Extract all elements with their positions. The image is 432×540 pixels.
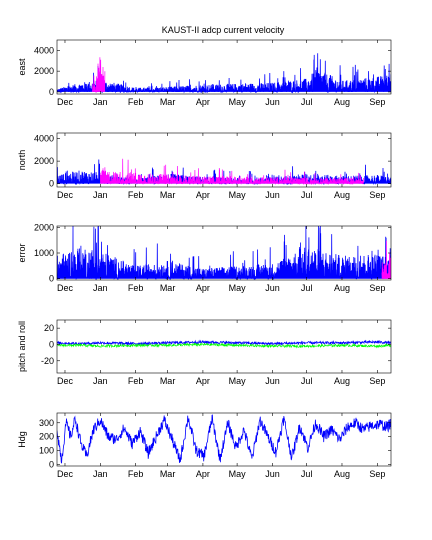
x-tick-label: Jun — [265, 97, 280, 107]
x-tick-label: Aug — [334, 283, 350, 293]
x-tick-label: Jan — [93, 376, 108, 386]
y-tick-label: -20 — [41, 356, 54, 366]
x-tick-label: Sep — [369, 376, 385, 386]
x-tick-label: Mar — [160, 283, 176, 293]
x-tick-label: Feb — [128, 97, 144, 107]
y-tick-label: 1000 — [34, 248, 54, 258]
series-line-1 — [99, 158, 364, 185]
y-axis-label: east — [17, 58, 27, 76]
series-line-0 — [57, 339, 391, 347]
x-tick-label: May — [229, 283, 247, 293]
x-tick-label: Jan — [93, 469, 108, 479]
y-tick-label: 100 — [39, 446, 54, 456]
y-tick-label: 200 — [39, 432, 54, 442]
y-tick-label: 4000 — [34, 134, 54, 144]
axes-frame — [56, 319, 392, 374]
axes-frame — [56, 412, 392, 467]
y-axis-label: pitch and roll — [17, 321, 27, 372]
y-axis-label: north — [17, 150, 27, 171]
panel-east: 0 2000 4000 Dec Jan Feb Mar Apr May Jun Jul Aug Sep e… — [17, 39, 392, 107]
x-tick-label: Mar — [160, 97, 176, 107]
x-tick-label: Dec — [57, 469, 74, 479]
x-tick-label: Feb — [128, 376, 144, 386]
x-tick-label: Jun — [265, 283, 280, 293]
y-tick-label: 0 — [49, 339, 54, 349]
y-tick-label: 2000 — [34, 222, 54, 232]
x-tick-label: Jun — [265, 376, 280, 386]
x-tick-label: Jul — [301, 376, 313, 386]
x-tick-label: Feb — [128, 190, 144, 200]
x-tick-label: Sep — [369, 469, 385, 479]
x-tick-label: Apr — [196, 97, 210, 107]
series-line-0 — [57, 414, 391, 464]
x-tick-label: Jan — [93, 283, 108, 293]
x-tick-label: Sep — [369, 97, 385, 107]
x-tick-label: Jul — [301, 283, 313, 293]
y-tick-label: 0 — [49, 460, 54, 470]
y-tick-label: 300 — [39, 418, 54, 428]
x-tick-label: Jan — [93, 97, 108, 107]
x-tick-label: Mar — [160, 376, 176, 386]
x-tick-label: Sep — [369, 283, 385, 293]
x-tick-label: Dec — [57, 376, 74, 386]
x-tick-label: Apr — [196, 469, 210, 479]
x-tick-label: May — [229, 97, 247, 107]
x-tick-label: Jul — [301, 190, 313, 200]
x-tick-label: Dec — [57, 97, 74, 107]
y-axis-label: Hdg — [17, 431, 27, 448]
x-tick-label: Jun — [265, 469, 280, 479]
x-tick-label: May — [229, 190, 247, 200]
panel-pitch-roll: -20 0 20 Dec Jan Feb Mar Apr May Jun Jul Aug Sep pitc… — [17, 319, 392, 386]
x-tick-label: Jun — [265, 190, 280, 200]
x-tick-label: Jul — [301, 97, 313, 107]
chart-title: KAUST-II adcp current velocity — [162, 25, 285, 35]
x-tick-label: Feb — [128, 283, 144, 293]
x-tick-label: Mar — [160, 190, 176, 200]
plot-area — [57, 53, 391, 94]
series-line-0 — [57, 53, 391, 94]
x-tick-label: Jul — [301, 469, 313, 479]
x-tick-label: Dec — [57, 283, 74, 293]
x-tick-label: Aug — [334, 376, 350, 386]
x-tick-label: Dec — [57, 190, 74, 200]
x-tick-label: Jan — [93, 190, 108, 200]
y-axis-label: error — [17, 243, 27, 262]
y-tick-label: 0 — [49, 274, 54, 284]
y-tick-label: 0 — [49, 179, 54, 189]
x-tick-label: Aug — [334, 190, 350, 200]
series-line-0 — [57, 226, 391, 280]
y-tick-label: 2000 — [34, 156, 54, 166]
y-tick-label: 4000 — [34, 45, 54, 55]
y-tick-label: 20 — [44, 323, 54, 333]
panel-heading: 0 100 200 300 Dec Jan Feb Mar Apr May Jun Jul Aug Sep… — [17, 412, 392, 479]
series-line-1 — [57, 342, 391, 349]
x-tick-label: Apr — [196, 283, 210, 293]
x-tick-label: Aug — [334, 469, 350, 479]
plot-area — [57, 414, 391, 464]
axes-frame — [56, 39, 392, 95]
x-tick-label: May — [229, 469, 247, 479]
x-tick-label: May — [229, 376, 247, 386]
x-tick-label: Sep — [369, 190, 385, 200]
x-tick-label: Feb — [128, 469, 144, 479]
x-tick-label: Apr — [196, 376, 210, 386]
axes-frame — [56, 132, 392, 188]
series-line-1 — [91, 57, 106, 94]
plot-area — [57, 158, 391, 186]
y-tick-label: 2000 — [34, 66, 54, 76]
plot-area — [57, 339, 391, 349]
x-tick-label: Aug — [334, 97, 350, 107]
y-tick-label: 0 — [49, 87, 54, 97]
x-tick-label: Apr — [196, 190, 210, 200]
panel-error: 0 1000 2000 Dec Jan Feb Mar Apr May Jun Jul Aug Sep e… — [17, 222, 392, 293]
x-tick-label: Mar — [160, 469, 176, 479]
panel-north: 0 2000 4000 Dec Jan Feb Mar Apr May Jun Jul Aug Sep n… — [17, 132, 392, 200]
plot-area — [57, 226, 391, 280]
